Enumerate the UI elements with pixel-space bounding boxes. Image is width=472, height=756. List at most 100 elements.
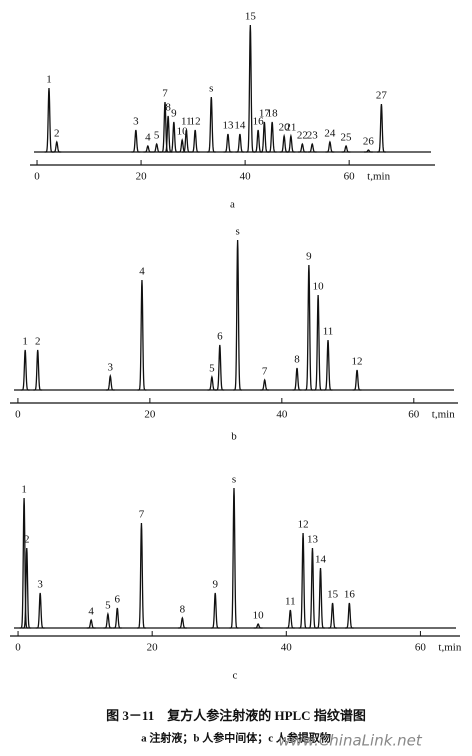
peak — [163, 115, 173, 153]
peak-label: 5 — [105, 600, 111, 612]
peak — [307, 142, 317, 153]
x-tick-label: 40 — [276, 409, 288, 421]
peak-label: 8 — [165, 102, 171, 114]
peak-label: 11 — [285, 596, 296, 608]
peak-label: 15 — [245, 11, 257, 23]
peak — [253, 623, 263, 629]
peak — [308, 547, 317, 629]
x-tick-label: 20 — [144, 409, 156, 421]
peak-label: 2 — [54, 128, 60, 140]
peak — [352, 369, 362, 391]
peak-label: 4 — [145, 132, 151, 144]
peak-label: 10 — [177, 126, 189, 138]
peak-label: 22 — [297, 130, 308, 142]
peak — [259, 121, 269, 153]
peak — [325, 140, 335, 153]
peak-label: 26 — [363, 136, 375, 148]
peak-label: 1 — [46, 74, 52, 86]
peak — [267, 121, 277, 153]
peak-label: 24 — [324, 128, 336, 140]
x-tick-label: 0 — [15, 642, 21, 654]
peak — [377, 103, 386, 153]
peak-label: 20 — [279, 122, 291, 134]
peak — [131, 129, 141, 153]
peak — [152, 142, 162, 153]
peak — [137, 522, 146, 629]
peak — [181, 129, 191, 153]
x-tick-label: 40 — [281, 642, 293, 654]
peak-label: 6 — [217, 331, 223, 343]
peak — [35, 592, 45, 629]
peak-label: 4 — [139, 266, 145, 278]
peak — [210, 592, 220, 629]
peak-label: 18 — [267, 108, 279, 120]
peak — [143, 144, 153, 153]
peak-label: 8 — [180, 604, 186, 616]
peak — [52, 140, 62, 153]
x-tick-label: 40 — [240, 171, 252, 183]
peak — [297, 142, 307, 153]
peak-label: 23 — [307, 130, 319, 142]
x-tick-label: 60 — [408, 409, 420, 421]
peak-label: 7 — [139, 509, 145, 521]
peak — [215, 344, 225, 391]
peak — [190, 129, 200, 153]
peak-label: 2 — [24, 534, 30, 546]
x-tick-label: 20 — [136, 171, 148, 183]
peak-label: 11 — [323, 326, 334, 338]
peak — [103, 611, 113, 629]
peak — [207, 375, 217, 391]
peak-label: 6 — [115, 594, 121, 606]
peak-label: 8 — [294, 354, 300, 366]
x-tick-label: 0 — [34, 171, 40, 183]
peak — [105, 373, 115, 391]
peak — [341, 144, 351, 153]
peak-label: 5 — [209, 363, 215, 375]
peak — [292, 367, 302, 391]
x-axis-label: t,min — [367, 171, 390, 183]
peak-label: 27 — [376, 90, 388, 102]
peak-label: 2 — [35, 336, 41, 348]
peak-label: 12 — [352, 356, 363, 368]
peak-label: 10 — [313, 281, 325, 293]
peak-label: s — [209, 83, 213, 95]
peak-label: 1 — [21, 484, 27, 496]
x-axis-label: t,min — [432, 409, 455, 421]
peak-label: 5 — [154, 130, 160, 142]
peak — [233, 239, 243, 391]
peak-label: 12 — [298, 519, 309, 531]
peak — [364, 149, 373, 153]
peak-label: 1 — [22, 336, 28, 348]
peak-label: 21 — [285, 122, 296, 134]
peak-label: 13 — [307, 534, 319, 546]
peak — [316, 567, 325, 629]
panel-label: c — [233, 670, 238, 682]
peak-label: 7 — [262, 366, 268, 378]
peak-label: 12 — [190, 116, 201, 128]
peak-label: 9 — [212, 579, 218, 591]
x-axis-label: t,min — [438, 642, 461, 654]
peak-label: 16 — [253, 116, 265, 128]
peak — [245, 24, 255, 153]
peak — [19, 497, 29, 629]
peak-label: 3 — [37, 579, 43, 591]
peak-label: 9 — [306, 251, 312, 263]
legend-text: a 注射液；b 人参中间体；c 人参提取物 — [141, 731, 331, 745]
peak-label: 16 — [344, 589, 356, 601]
peak — [229, 487, 239, 629]
peak — [169, 121, 179, 153]
x-tick-label: 60 — [415, 642, 427, 654]
peak — [279, 133, 289, 153]
peak — [260, 378, 270, 391]
peak-label: 11 — [181, 116, 192, 128]
peak — [323, 339, 333, 391]
peak — [22, 547, 32, 629]
peak — [286, 133, 296, 153]
peak-label: 25 — [341, 132, 353, 144]
peak-label: 17 — [259, 108, 271, 120]
peak — [298, 532, 308, 629]
peak-label: 7 — [162, 88, 168, 100]
peak-label: 3 — [108, 362, 114, 374]
peak-label: 14 — [234, 120, 246, 132]
peak — [223, 133, 233, 153]
